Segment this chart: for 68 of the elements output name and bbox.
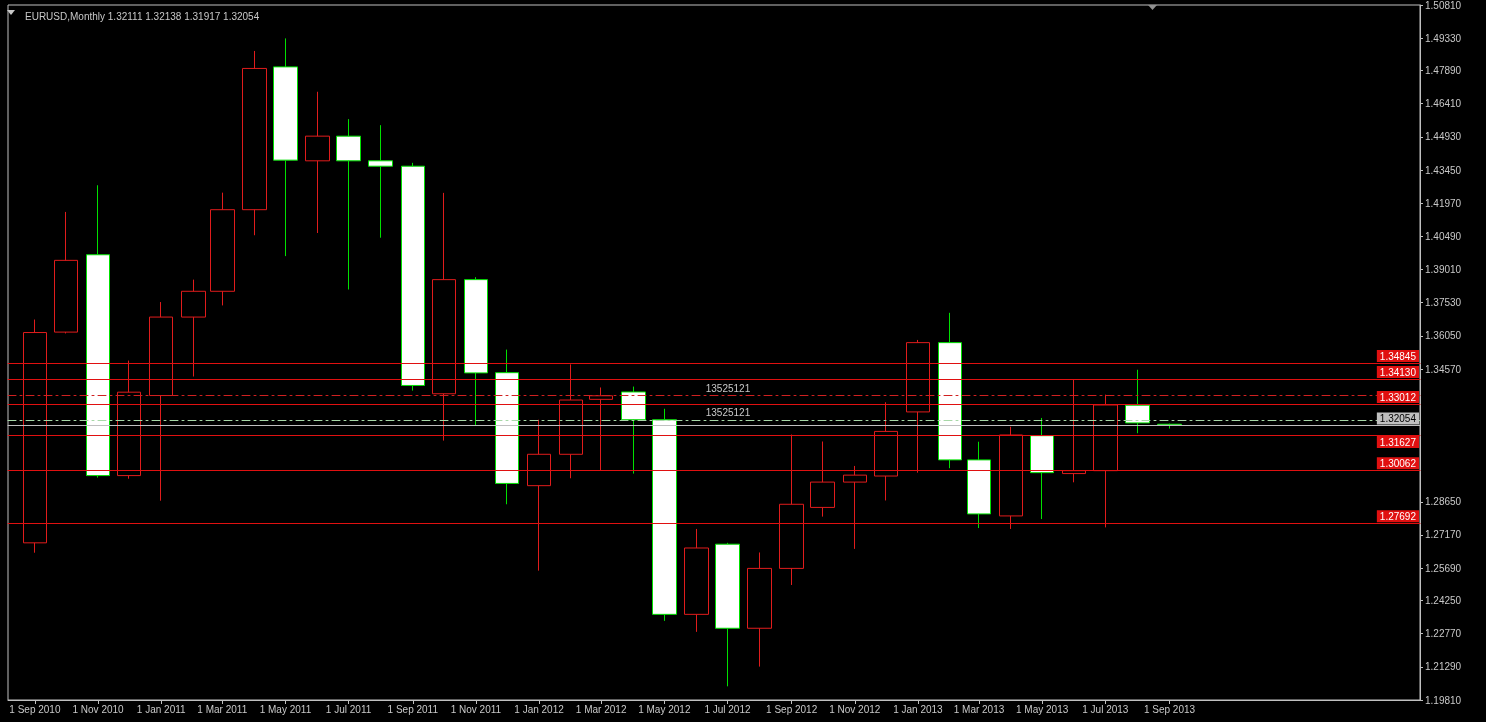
- y-tick-label: 1.49330: [1425, 32, 1462, 44]
- y-tick-label: 1.44930: [1425, 131, 1462, 143]
- y-tick-label: 1.24250: [1425, 594, 1462, 606]
- x-tick-label: 1 Jan 2012: [514, 703, 565, 715]
- candlestick: [495, 349, 519, 505]
- y-tick-label: 1.28650: [1425, 496, 1462, 508]
- y-tick-label: 1.21290: [1425, 661, 1462, 673]
- candlestick: [86, 184, 110, 479]
- y-tick-label: 1.40490: [1425, 230, 1462, 242]
- annotation: 13525121: [705, 383, 751, 395]
- x-tick-label: 1 Mar 2013: [953, 703, 1005, 715]
- y-tick-label: 1.41970: [1425, 197, 1462, 209]
- candlestick: [652, 408, 677, 622]
- y-tick-label: 1.22770: [1425, 628, 1462, 640]
- x-tick-label: 1 Mar 2012: [575, 703, 627, 715]
- ref-line-label: 1.30062: [1379, 458, 1417, 470]
- x-tick-label: 1 May 2013: [1016, 703, 1069, 715]
- x-tick-label: 1 Jul 2011: [325, 703, 372, 715]
- annotation: 13525121: [705, 407, 751, 419]
- candlestick: [368, 124, 393, 239]
- candlestick: [242, 50, 267, 236]
- ref-line-label: 1.31627: [1379, 437, 1417, 449]
- candlestick: [464, 276, 488, 427]
- x-tick-label: 1 Jul 2012: [704, 703, 751, 715]
- y-tick-label: 1.46410: [1425, 98, 1462, 110]
- ref-line-label: 1.32054: [1379, 413, 1417, 425]
- y-tick-label: 1.36050: [1425, 330, 1462, 342]
- x-tick-label: 1 Jan 2013: [893, 703, 944, 715]
- candlestick: [1030, 417, 1054, 520]
- x-tick-label: 1 Jul 2013: [1082, 703, 1129, 715]
- x-tick-label: 1 Nov 2012: [829, 703, 881, 715]
- candlestick: [54, 211, 78, 334]
- x-tick-label: 1 Sep 2012: [766, 703, 818, 715]
- candlestick: [715, 542, 740, 687]
- x-tick-label: 1 May 2012: [638, 703, 691, 715]
- x-tick-label: 1 Nov 2010: [72, 703, 125, 715]
- y-tick-label: 1.34570: [1425, 363, 1462, 375]
- y-tick-label: 1.37530: [1425, 297, 1462, 309]
- candlestick: [684, 528, 709, 633]
- candlestick: [621, 386, 646, 475]
- x-tick-label: 1 Sep 2011: [387, 703, 439, 715]
- candlestick: [305, 91, 330, 234]
- candlestick: [938, 312, 962, 469]
- y-tick-label: 1.43450: [1425, 164, 1462, 176]
- y-tick-label: 1.25690: [1425, 562, 1462, 574]
- ref-line-label: 1.34845: [1379, 350, 1417, 362]
- candlestick: [336, 118, 361, 290]
- candlestick: [273, 37, 298, 257]
- candlestick: [1125, 369, 1150, 434]
- y-tick-label: 1.27170: [1425, 529, 1462, 541]
- ref-line-label: 1.27692: [1379, 511, 1417, 523]
- y-tick-label: 1.50810: [1425, 0, 1462, 11]
- x-tick-label: 1 Nov 2011: [450, 703, 502, 715]
- x-tick-label: 1 Sep 2013: [1143, 703, 1196, 715]
- x-tick-label: 1 May 2011: [259, 703, 312, 715]
- ref-line-label: 1.34130: [1379, 366, 1417, 378]
- y-tick-label: 1.39010: [1425, 264, 1462, 276]
- x-tick-label: 1 Mar 2011: [197, 703, 248, 715]
- candlestick: [401, 162, 425, 392]
- text: EURUSD,Monthly 1.32111 1.32138 1.31917 1.32054: [25, 10, 260, 22]
- ref-line-label: 1.33012: [1379, 392, 1417, 404]
- x-tick-label: 1 Sep 2010: [9, 703, 61, 715]
- x-tick-label: 1 Jan 2011: [136, 703, 187, 715]
- y-tick-label: 1.19810: [1425, 694, 1462, 706]
- candlestick: [747, 551, 772, 668]
- candlestick: [967, 441, 991, 529]
- candlestick: [210, 192, 235, 306]
- y-tick-label: 1.47890: [1425, 64, 1462, 76]
